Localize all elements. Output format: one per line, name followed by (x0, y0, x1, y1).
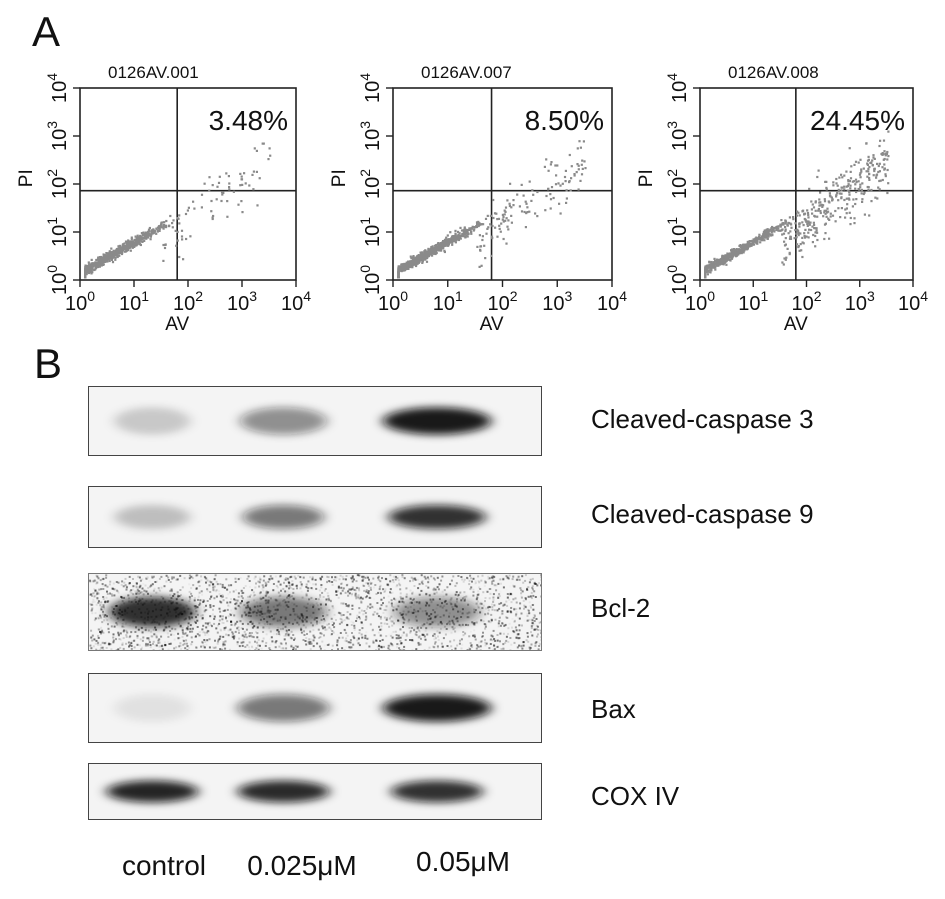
lane-label-0-025um: 0.025μM (247, 850, 357, 881)
panel-b-letter: B (34, 340, 63, 387)
x-tick-label: 102 (173, 288, 203, 315)
x-axis-label: AV (480, 314, 504, 335)
x-axis-label: AV (165, 314, 189, 335)
row-label-bcl-2: Bcl-2 (591, 593, 651, 623)
blot-band (237, 780, 330, 803)
y-tick-label: 103 (664, 121, 691, 151)
y-tick-labels: 100 101 102 103 104 (664, 73, 700, 295)
blot-strip-bcl-2 (88, 573, 542, 651)
x-tick-labels: 100 101 102 103 104 (685, 280, 928, 315)
blot-band (382, 407, 492, 435)
blot-strip-cleaved-caspase-3 (88, 386, 542, 456)
blot-band (114, 407, 191, 435)
y-tick-label: 102 (664, 169, 691, 199)
x-tick-label: 101 (119, 288, 149, 315)
flow-plot-2: 0126AV.007 8.50% 100 101 102 103 104 AV 100 101 10… (329, 63, 627, 335)
blot-band (390, 780, 484, 803)
blot-band (240, 407, 327, 435)
upper-right-percent: 3.48% (209, 105, 288, 136)
y-tick-labels: 100 101 102 103 104 (357, 73, 393, 295)
x-tick-label: 104 (281, 288, 311, 315)
upper-right-percent: 24.45% (810, 105, 905, 136)
y-axis-label: PI (636, 169, 657, 187)
blot-band (393, 596, 481, 628)
flow-plot-3: 0126AV.008 24.45% 100 101 102 103 104 AV 100 101 1… (636, 63, 928, 335)
scatter-events (704, 130, 890, 279)
lane-label-control: control (121, 850, 207, 881)
y-tick-label: 100 (44, 265, 71, 295)
blot-strip-bax (88, 673, 542, 743)
blot-band (108, 596, 196, 628)
blot-band (114, 505, 191, 529)
y-tick-label: 103 (44, 121, 71, 151)
x-axis-label: AV (784, 314, 808, 335)
y-tick-label: 101 (44, 217, 71, 247)
y-tick-label: 102 (357, 169, 384, 199)
blot-band (388, 505, 486, 529)
y-tick-labels: 100 101 102 103 104 (44, 73, 80, 295)
flow-plot-1: 0126AV.001 3.48% 100 101 102 103 104 AV 100 101 10… (16, 63, 311, 335)
sample-id-label: 0126AV.008 (728, 63, 819, 82)
upper-right-percent: 8.50% (525, 105, 604, 136)
blot-band (242, 505, 325, 529)
x-tick-label: 104 (898, 288, 928, 315)
x-tick-label: 101 (433, 288, 463, 315)
y-tick-label: 104 (357, 73, 384, 103)
y-tick-label: 101 (664, 217, 691, 247)
row-label-cox-iv: COX IV (591, 781, 680, 811)
x-tick-label: 103 (227, 288, 257, 315)
scatter-events (84, 142, 272, 279)
row-label-cleaved-caspase-9: Cleaved-caspase 9 (591, 499, 814, 529)
y-axis-label: PI (16, 169, 37, 187)
scatter-events (397, 140, 587, 279)
x-tick-label: 103 (542, 288, 572, 315)
x-tick-label: 101 (738, 288, 768, 315)
y-tick-label: 101 (357, 217, 384, 247)
y-tick-label: 103 (357, 121, 384, 151)
x-tick-labels: 100 101 102 103 104 (378, 280, 627, 315)
y-tick-label: 104 (44, 73, 71, 103)
x-tick-label: 104 (597, 288, 627, 315)
sample-id-label: 0126AV.001 (108, 63, 199, 82)
blot-strip-cox-iv (88, 763, 542, 820)
lane-label-0-05um: 0.05μM (416, 846, 510, 877)
row-label-bax: Bax (591, 694, 636, 724)
y-tick-label: 102 (44, 169, 71, 199)
row-label-cleaved-caspase-3: Cleaved-caspase 3 (591, 404, 814, 434)
x-tick-label: 102 (791, 288, 821, 315)
sample-id-label: 0126AV.007 (421, 63, 512, 82)
blot-band (237, 694, 330, 722)
y-tick-label: 104 (664, 73, 691, 103)
blot-strip-cleaved-caspase-9 (88, 486, 542, 548)
panel-a-letter: A (32, 8, 61, 55)
blot-band (382, 694, 492, 722)
x-tick-labels: 100 101 102 103 104 (65, 280, 311, 315)
blot-band (106, 780, 199, 803)
x-tick-label: 102 (487, 288, 517, 315)
y-axis-label: PI (329, 169, 350, 187)
blot-band (240, 596, 327, 628)
blot-band (114, 694, 191, 722)
y-tick-label: 100 (357, 265, 384, 295)
y-tick-label: 100 (664, 265, 691, 295)
x-tick-label: 103 (845, 288, 875, 315)
